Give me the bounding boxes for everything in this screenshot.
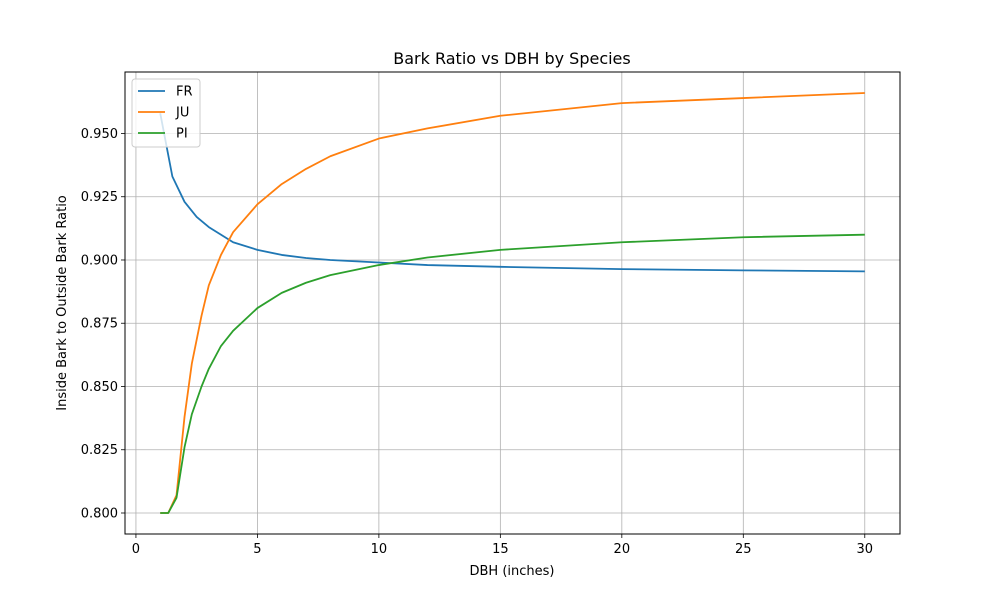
legend-label-fr: FR [176, 85, 193, 100]
legend-label-ju: JU [175, 106, 189, 121]
y-axis-label: Inside Bark to Outside Bark Ratio [55, 195, 70, 411]
legend: FR JU PI [131, 78, 201, 148]
series-line-ju [160, 92, 865, 514]
plot-frame [124, 71, 901, 535]
y-tick-label: 0.825 [81, 443, 118, 458]
x-tick-label: 5 [253, 542, 261, 557]
y-tick-label: 0.800 [81, 507, 118, 522]
x-tick-label: 20 [614, 542, 631, 557]
x-tick-label: 30 [856, 542, 873, 557]
series-line-fr [159, 113, 865, 273]
y-tick-label: 0.950 [81, 127, 118, 142]
y-tick-label: 0.925 [81, 190, 118, 205]
x-tick-label: 25 [735, 542, 752, 557]
y-tick-label: 0.900 [81, 253, 118, 268]
x-tick-label: 15 [492, 542, 509, 557]
grid [125, 72, 900, 534]
series-line-pi [160, 233, 865, 514]
legend-box [131, 78, 201, 148]
x-axis-label: DBH (inches) [470, 564, 555, 579]
chart-title: Bark Ratio vs DBH by Species [393, 49, 630, 68]
x-tick-label: 10 [371, 542, 388, 557]
x-tick-label: 0 [132, 542, 140, 557]
series-lines [159, 92, 865, 514]
y-tick-label: 0.875 [81, 317, 118, 332]
y-tick-label: 0.850 [81, 380, 118, 395]
legend-label-pi: PI [176, 127, 188, 142]
axis-ticks: 0 5 10 15 20 25 30 0.800 0.825 0.850 0.875 0.900 0.9… [81, 127, 873, 557]
